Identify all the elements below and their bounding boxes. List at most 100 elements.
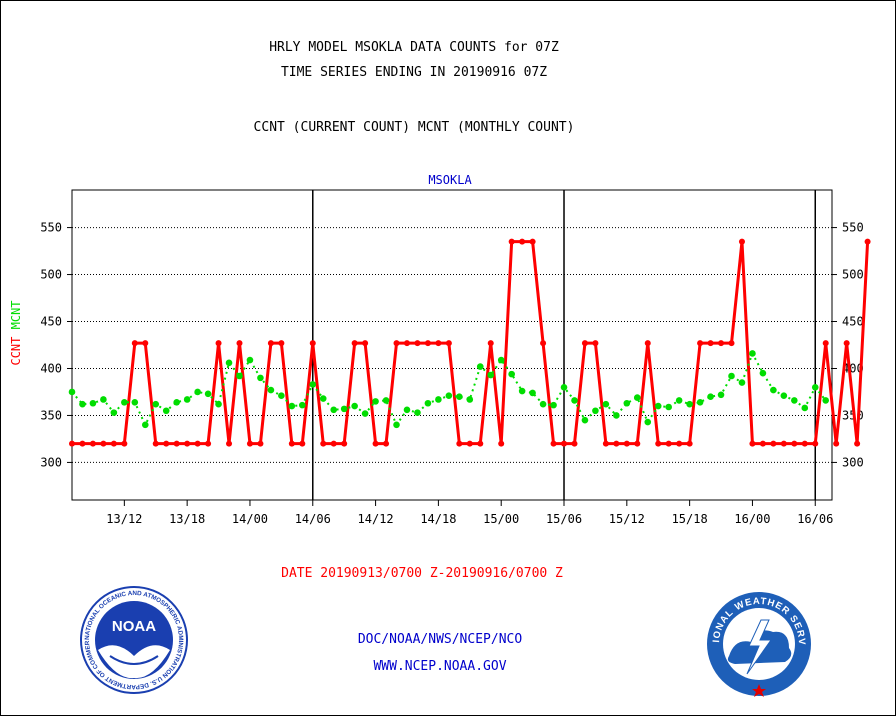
ccnt-point bbox=[780, 440, 787, 447]
mcnt-point bbox=[717, 391, 725, 399]
mcnt-point bbox=[487, 371, 495, 379]
x-tick-label: 13/12 bbox=[106, 512, 142, 526]
ccnt-point bbox=[330, 440, 337, 447]
x-tick-label: 15/18 bbox=[672, 512, 708, 526]
ccnt-point bbox=[100, 440, 107, 447]
ccnt-point bbox=[571, 440, 578, 447]
mcnt-point bbox=[225, 359, 233, 367]
ccnt-point bbox=[540, 340, 547, 347]
mcnt-point bbox=[110, 409, 118, 416]
ccnt-point bbox=[864, 238, 871, 245]
ccnt-point bbox=[163, 440, 170, 447]
mcnt-point bbox=[445, 392, 453, 400]
mcnt-point bbox=[173, 399, 180, 406]
mcnt-point bbox=[267, 386, 275, 394]
mcnt-point bbox=[382, 397, 390, 404]
chart-subtitle: TIME SERIES ENDING IN 20190916 07Z bbox=[280, 65, 548, 80]
mcnt-point bbox=[623, 399, 631, 407]
ccnt-point bbox=[759, 440, 766, 447]
ccnt-point bbox=[508, 238, 515, 245]
x-tick-label: 15/06 bbox=[546, 512, 582, 526]
mcnt-point bbox=[351, 402, 358, 410]
y-tick-label: 450 bbox=[40, 315, 62, 329]
ccnt-point bbox=[142, 340, 149, 347]
x-tick-label: 16/06 bbox=[797, 512, 833, 526]
mcnt-point bbox=[257, 374, 264, 382]
ccnt-point bbox=[152, 440, 159, 447]
mcnt-point bbox=[330, 406, 338, 414]
y-tick-label: 500 bbox=[40, 268, 62, 282]
mcnt-point bbox=[299, 401, 306, 409]
mcnt-point bbox=[476, 363, 484, 370]
mcnt-point bbox=[801, 404, 809, 412]
mcnt-point bbox=[288, 402, 296, 410]
x-tick-label: 14/18 bbox=[420, 512, 456, 526]
mcnt-point bbox=[644, 418, 652, 426]
ccnt-point bbox=[634, 440, 641, 447]
ccnt-point bbox=[498, 440, 505, 447]
y-tick-label: 350 bbox=[40, 408, 62, 422]
ccnt-point bbox=[550, 440, 557, 447]
mcnt-point bbox=[728, 372, 735, 380]
mcnt-point bbox=[738, 379, 746, 386]
ccnt-point bbox=[299, 440, 306, 447]
ccnt-point bbox=[613, 440, 620, 447]
ccnt-point bbox=[278, 340, 285, 347]
ccnt-point bbox=[131, 340, 138, 347]
mcnt-point bbox=[822, 397, 830, 404]
ccnt-point bbox=[445, 340, 452, 347]
mcnt-point bbox=[100, 396, 107, 403]
mcnt-point bbox=[749, 350, 756, 357]
mcnt-point bbox=[497, 356, 505, 364]
noaa-logo: NOAA NATIONAL OCEANIC AND ATMOSPHERIC AD… bbox=[80, 586, 188, 694]
mcnt-point bbox=[183, 396, 191, 403]
ccnt-point bbox=[676, 440, 683, 447]
y-tick-label-right: 300 bbox=[842, 455, 864, 469]
mcnt-point bbox=[550, 401, 557, 409]
y-tick-label-right: 500 bbox=[842, 268, 864, 282]
mcnt-point bbox=[592, 407, 599, 415]
ccnt-point bbox=[738, 238, 745, 245]
mcnt-point bbox=[696, 399, 704, 406]
mcnt-point bbox=[675, 397, 683, 404]
mcnt-point bbox=[539, 400, 547, 408]
footer-agency: DOC/NOAA/NWS/NCEP/NCO bbox=[357, 632, 523, 647]
ccnt-point bbox=[110, 440, 117, 447]
mcnt-point bbox=[361, 410, 369, 417]
mcnt-point bbox=[414, 409, 421, 416]
ccnt-point bbox=[267, 340, 274, 347]
plot-area bbox=[71, 189, 833, 501]
mcnt-point bbox=[393, 421, 400, 429]
mcnt-point bbox=[529, 389, 536, 397]
ccnt-point bbox=[822, 340, 829, 347]
ccnt-point bbox=[655, 440, 662, 447]
y-axis-label-part: MCNT bbox=[9, 300, 23, 336]
mcnt-point bbox=[278, 392, 285, 400]
mcnt-point bbox=[770, 386, 777, 394]
ccnt-point bbox=[393, 340, 400, 347]
star-icon bbox=[752, 684, 766, 697]
ccnt-point bbox=[372, 440, 379, 447]
y-tick-label: 300 bbox=[40, 455, 62, 469]
ccnt-point bbox=[854, 440, 861, 447]
y-tick-label: 550 bbox=[40, 221, 62, 235]
ccnt-point bbox=[602, 440, 609, 447]
mcnt-point bbox=[340, 405, 348, 413]
mcnt-point bbox=[141, 421, 149, 429]
ccnt-point bbox=[226, 440, 233, 447]
mcnt-point bbox=[131, 399, 139, 406]
ccnt-point bbox=[414, 340, 421, 347]
series-line-ccnt bbox=[72, 240, 870, 446]
ccnt-point bbox=[341, 440, 348, 447]
ccnt-point bbox=[812, 440, 819, 447]
x-tick-label: 15/00 bbox=[483, 512, 519, 526]
ccnt-point bbox=[728, 340, 735, 347]
ccnt-point bbox=[173, 440, 180, 447]
x-tick-label: 16/00 bbox=[734, 512, 770, 526]
y-axis-label-part: CCNT bbox=[9, 337, 23, 366]
ccnt-point bbox=[121, 440, 128, 447]
mcnt-point bbox=[372, 398, 379, 405]
ccnt-point bbox=[519, 238, 526, 245]
ccnt-point bbox=[215, 340, 222, 347]
ccnt-point bbox=[69, 440, 75, 447]
